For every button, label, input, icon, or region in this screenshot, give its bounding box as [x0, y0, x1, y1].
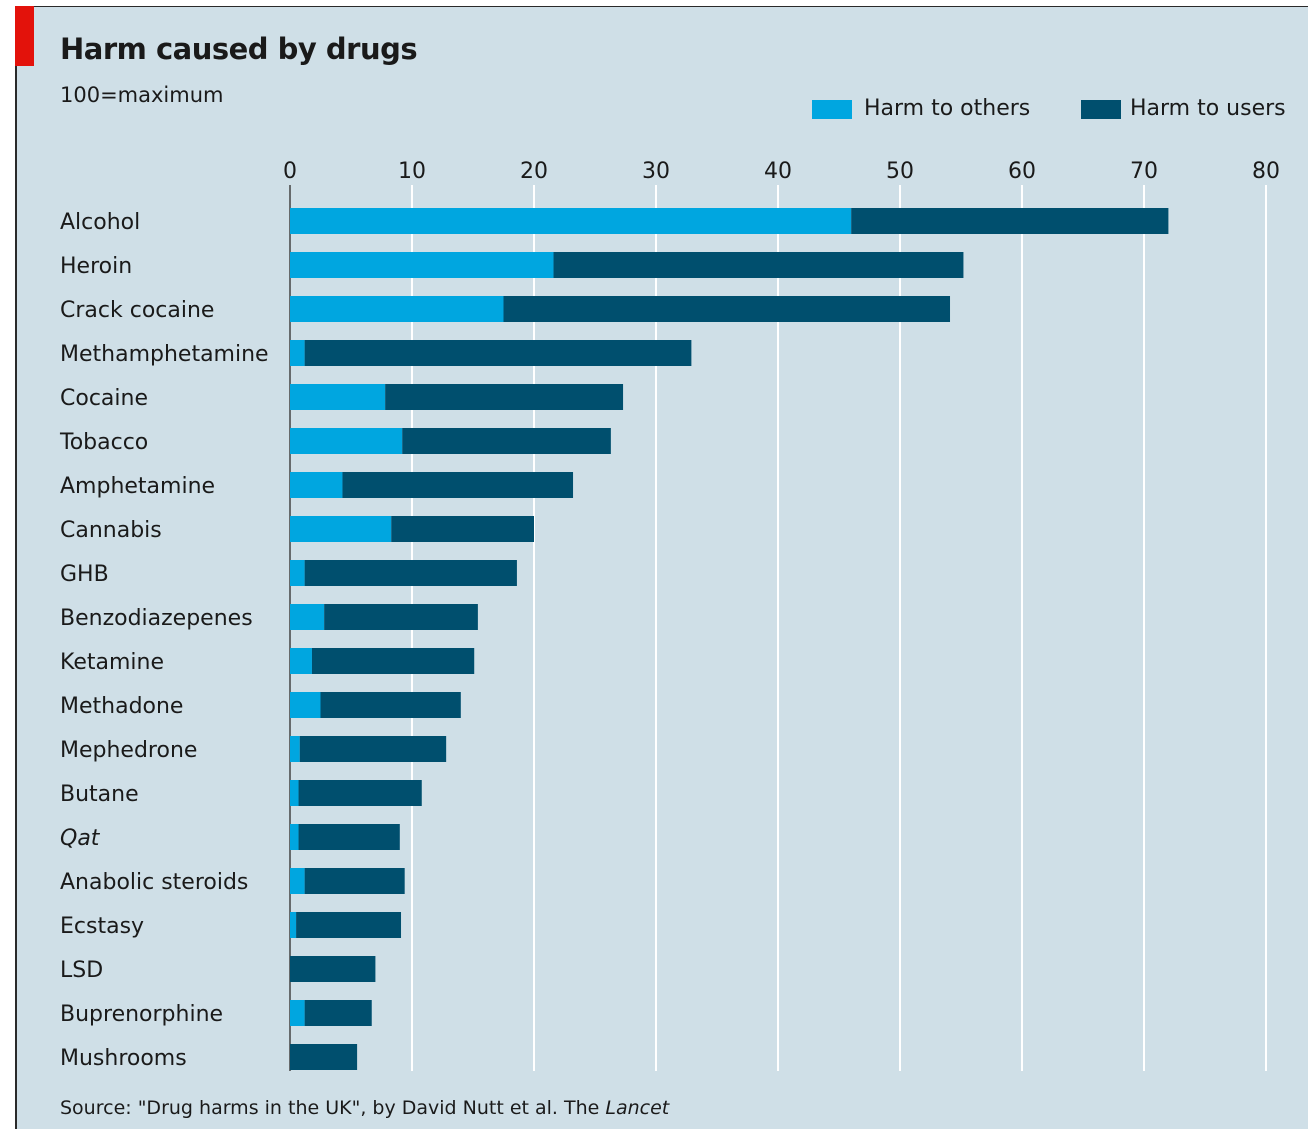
bar-amphetamine-harm-to-others: [290, 472, 343, 498]
bar-ecstasy-harm-to-users: [296, 912, 402, 938]
x-tick-label-50: 50: [886, 159, 914, 184]
bar-mephedrone-harm-to-others: [290, 736, 300, 762]
category-label-butane: Butane: [60, 782, 139, 807]
x-tick-label-10: 10: [398, 159, 426, 184]
category-label-methadone: Methadone: [60, 694, 183, 719]
x-tick-label-60: 60: [1008, 159, 1036, 184]
bar-heroin-harm-to-users: [553, 252, 964, 278]
bar-benzodiazepenes-harm-to-others: [290, 604, 325, 630]
category-label-ecstasy: Ecstasy: [60, 914, 144, 939]
bar-buprenorphine-harm-to-users: [304, 1000, 372, 1026]
bar-buprenorphine-harm-to-others: [290, 1000, 305, 1026]
bar-mephedrone-harm-to-users: [299, 736, 447, 762]
chart-title: Harm caused by drugs: [60, 32, 418, 66]
bar-cocaine-harm-to-users: [385, 384, 624, 410]
category-label-lsd: LSD: [60, 958, 103, 983]
bar-ghb-harm-to-users: [304, 560, 517, 586]
legend-label-harm-to-users: Harm to users: [1130, 96, 1286, 121]
source-journal: Lancet: [605, 1097, 670, 1119]
bar-benzodiazepenes-harm-to-users: [324, 604, 478, 630]
bar-cocaine-harm-to-others: [290, 384, 386, 410]
bar-anabolic-steroids-harm-to-users: [304, 868, 405, 894]
category-label-qat: Qat: [60, 826, 101, 851]
category-label-alcohol: Alcohol: [60, 210, 140, 235]
category-label-cannabis: Cannabis: [60, 518, 162, 543]
bar-lsd-harm-to-users: [290, 956, 376, 982]
category-label-cocaine: Cocaine: [60, 386, 148, 411]
x-axis-ticks: 0 10 20 30 40 50 60 70 80: [283, 159, 1280, 184]
bar-qat-harm-to-others: [290, 824, 299, 850]
category-label-ketamine: Ketamine: [60, 650, 164, 675]
category-label-crack-cocaine: Crack cocaine: [60, 298, 214, 323]
x-tick-label-20: 20: [520, 159, 548, 184]
bar-methamphetamine-harm-to-others: [290, 340, 305, 366]
category-label-methamphetamine: Methamphetamine: [60, 342, 269, 367]
bar-mushrooms-harm-to-users: [290, 1044, 358, 1070]
legend-label-harm-to-others: Harm to others: [864, 96, 1031, 121]
bar-crack-cocaine-harm-to-others: [290, 296, 504, 322]
category-label-tobacco: Tobacco: [59, 430, 148, 455]
chart-background: [15, 6, 1308, 1129]
red-accent-tag: [15, 6, 34, 66]
category-label-mephedrone: Mephedrone: [60, 738, 197, 763]
x-tick-label-40: 40: [764, 159, 792, 184]
bar-alcohol-harm-to-others: [290, 208, 852, 234]
category-label-buprenorphine: Buprenorphine: [60, 1002, 223, 1027]
category-label-ghb: GHB: [60, 562, 109, 587]
category-label-amphetamine: Amphetamine: [60, 474, 215, 499]
category-labels: Alcohol Heroin Crack cocaine Methamphetamin…: [59, 210, 269, 1071]
bar-tobacco-harm-to-others: [290, 428, 403, 454]
bar-crack-cocaine-harm-to-users: [503, 296, 951, 322]
source-note: Source: "Drug harms in the UK", by David…: [60, 1097, 669, 1119]
x-tick-label-80: 80: [1252, 159, 1280, 184]
bar-ketamine-harm-to-users: [311, 648, 475, 674]
bar-ecstasy-harm-to-others: [290, 912, 297, 938]
x-tick-label-30: 30: [642, 159, 670, 184]
bar-alcohol-harm-to-users: [851, 208, 1169, 234]
bar-cannabis-harm-to-others: [290, 516, 392, 542]
bar-tobacco-harm-to-users: [402, 428, 611, 454]
legend-swatch-harm-to-users: [1081, 100, 1121, 119]
bar-amphetamine-harm-to-users: [342, 472, 574, 498]
bar-butane-harm-to-users: [298, 780, 422, 806]
category-label-mushrooms: Mushrooms: [60, 1046, 187, 1071]
bar-qat-harm-to-users: [298, 824, 400, 850]
bar-anabolic-steroids-harm-to-others: [290, 868, 305, 894]
x-tick-label-70: 70: [1130, 159, 1158, 184]
bar-ketamine-harm-to-others: [290, 648, 312, 674]
bar-heroin-harm-to-others: [290, 252, 554, 278]
category-label-heroin: Heroin: [60, 254, 132, 279]
bar-methamphetamine-harm-to-users: [304, 340, 692, 366]
chart-subtitle: 100=maximum: [60, 83, 224, 107]
source-prefix: Source: "Drug harms in the UK", by David…: [60, 1097, 606, 1119]
category-label-anabolic-steroids: Anabolic steroids: [60, 870, 248, 895]
x-tick-label-0: 0: [283, 159, 297, 184]
category-label-benzodiazepenes: Benzodiazepenes: [60, 606, 253, 631]
bar-butane-harm-to-others: [290, 780, 299, 806]
bar-cannabis-harm-to-users: [391, 516, 534, 542]
bar-methadone-harm-to-users: [320, 692, 461, 718]
bar-methadone-harm-to-others: [290, 692, 321, 718]
bar-ghb-harm-to-others: [290, 560, 305, 586]
bars: [290, 208, 1169, 1070]
legend-swatch-harm-to-others: [812, 100, 852, 119]
